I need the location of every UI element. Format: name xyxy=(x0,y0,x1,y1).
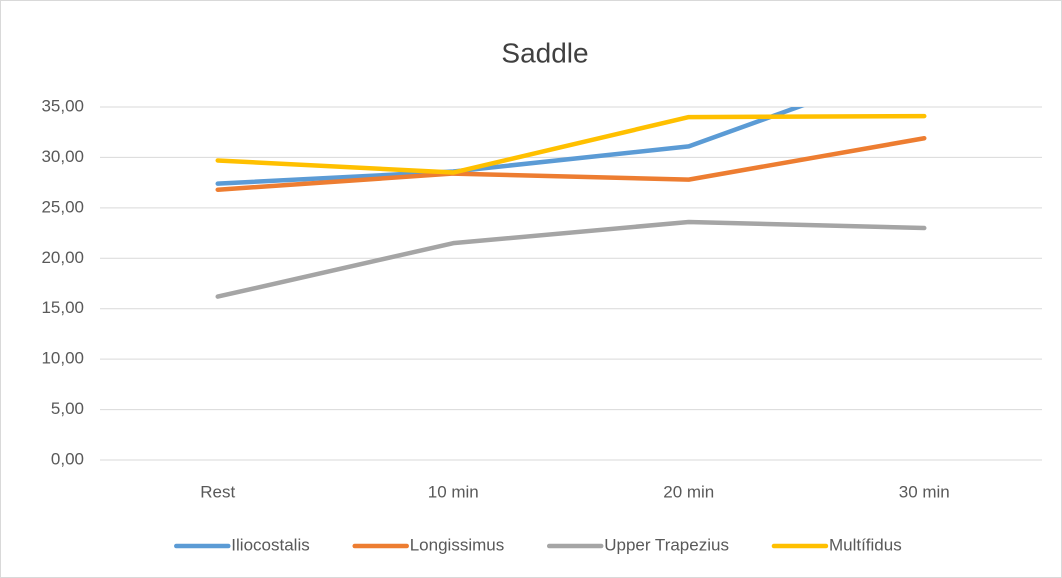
y-tick-label: 10,00 xyxy=(41,349,84,368)
legend-label: Multífidus xyxy=(829,535,902,554)
y-tick-label: 20,00 xyxy=(41,248,84,267)
legend: Iliocostalis Longissimus Upper Trapezius Mu… xyxy=(174,535,902,554)
series-line xyxy=(215,219,927,299)
legend-label: Upper Trapezius xyxy=(604,535,729,554)
x-tick-label: Rest xyxy=(200,482,235,501)
y-tick-label: 5,00 xyxy=(51,399,84,418)
legend-label: Iliocostalis xyxy=(231,535,309,554)
x-tick-label: 20 min xyxy=(663,482,714,501)
plot-area xyxy=(215,107,927,299)
x-tick-label: 10 min xyxy=(428,482,479,501)
y-tick-label: 30,00 xyxy=(41,147,84,166)
legend-label: Longissimus xyxy=(410,535,505,554)
y-tick-label: 0,00 xyxy=(51,449,84,468)
x-tick-label: 30 min xyxy=(899,482,950,501)
series-line xyxy=(215,113,927,175)
series-line xyxy=(215,107,805,186)
grid xyxy=(100,106,1042,461)
chart-title: Saddle xyxy=(501,37,588,68)
y-tick-label: 25,00 xyxy=(41,197,84,216)
series-line xyxy=(215,136,927,192)
y-tick-label: 35,00 xyxy=(41,96,84,115)
y-tick-label: 15,00 xyxy=(41,298,84,317)
